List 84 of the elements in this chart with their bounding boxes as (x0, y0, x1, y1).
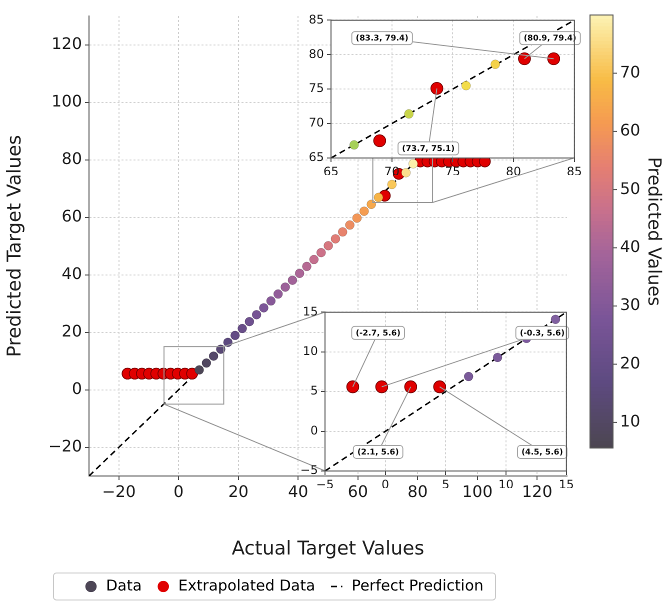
point (430, 82, 444, 95)
color-bar-label: 50 (620, 178, 640, 198)
y-tick-label: 120 (51, 34, 82, 53)
y-tick-label: 75 (308, 81, 324, 96)
y-tick-label: 0 (310, 423, 318, 438)
annotation: (83.3, 79.4) (356, 34, 408, 43)
point (433, 380, 446, 394)
point (309, 254, 319, 264)
x-tick-label: 0 (174, 482, 184, 501)
point (349, 140, 359, 150)
point (324, 240, 334, 250)
point (238, 324, 248, 334)
point (404, 109, 414, 119)
y-tick-label: 0 (72, 378, 82, 398)
y-tick-label: 85 (308, 12, 324, 26)
color-bar-label: 40 (620, 236, 640, 256)
point (280, 282, 290, 292)
point (461, 80, 471, 90)
point (230, 330, 240, 340)
annotation: (2.1, 5.6) (357, 448, 399, 457)
point (387, 180, 397, 190)
point (490, 60, 500, 70)
point (401, 168, 411, 178)
point (330, 234, 340, 244)
point (375, 380, 388, 394)
point (359, 206, 369, 216)
point (346, 380, 360, 394)
annotation: (-0.3, 5.6) (520, 328, 565, 338)
point (550, 314, 560, 324)
point (345, 220, 355, 230)
point (252, 310, 262, 320)
point (464, 372, 474, 382)
x-tick-label: 100 (462, 482, 493, 501)
legend-label: Extrapolated Data (178, 576, 316, 594)
y-tick-label: 70 (308, 116, 324, 130)
point (408, 159, 418, 169)
point (302, 262, 312, 272)
color-bar-label: 60 (620, 120, 640, 140)
y-axis-title: Predicted Target Values (3, 134, 26, 358)
point (366, 200, 376, 210)
y-tick-label: 20 (62, 321, 82, 340)
y-tick-label: −20 (48, 436, 82, 456)
point (208, 351, 218, 361)
y-tick-label: 10 (302, 344, 318, 358)
point (266, 296, 276, 306)
point (316, 248, 326, 258)
y-tick-label: 80 (308, 46, 324, 61)
y-tick-label: 15 (302, 304, 318, 318)
color-bar-label: 70 (620, 62, 640, 82)
point (259, 303, 269, 313)
annotation: (-2.7, 5.6) (356, 328, 401, 338)
point (547, 52, 560, 66)
x-axis-title: Actual Target Values (232, 538, 424, 560)
point (294, 268, 304, 278)
y-tick-label: 5 (310, 384, 318, 398)
point (288, 275, 298, 285)
x-tick-label: −20 (102, 482, 136, 501)
annotation: (4.5, 5.6) (521, 448, 563, 457)
y-tick-label: 100 (51, 91, 82, 110)
y-tick-label: −5 (300, 463, 318, 478)
point (404, 380, 418, 394)
color-bar-label: 10 (620, 412, 640, 431)
color-bar-title: Predicted Values (643, 156, 664, 306)
point (373, 134, 386, 148)
point (244, 316, 254, 326)
color-bar-label: 30 (620, 295, 640, 314)
x-tick-label: 120 (522, 482, 552, 501)
point (492, 352, 502, 362)
legend-label: Perfect Prediction (352, 576, 484, 594)
color-bar-label: 20 (620, 353, 640, 372)
point (202, 358, 212, 368)
x-tick-label: 20 (228, 482, 249, 501)
point (338, 227, 348, 237)
point (352, 213, 362, 223)
y-tick-label: 40 (62, 264, 82, 283)
annotation: (73.7, 75.1) (402, 144, 455, 153)
point (273, 289, 283, 299)
x-tick-label: 80 (407, 482, 428, 501)
point (374, 192, 384, 202)
point (194, 365, 204, 375)
x-tick-label: 60 (348, 482, 368, 501)
y-tick-label: 60 (62, 206, 82, 226)
y-tick-label: 65 (308, 150, 324, 164)
legend-label: Data (106, 576, 142, 594)
